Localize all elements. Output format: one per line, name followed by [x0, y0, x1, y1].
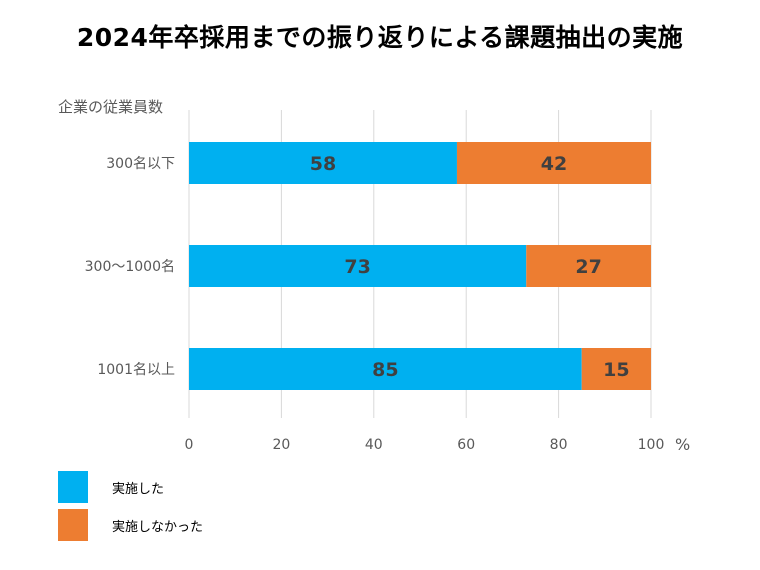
- x-tick-label: 80: [550, 437, 568, 453]
- category-label: 300〜1000名: [85, 259, 175, 275]
- bar-segment: [189, 245, 527, 287]
- category-label: 1001名以上: [97, 362, 175, 378]
- x-tick-label: 0: [185, 437, 194, 453]
- data-label: 58: [310, 153, 336, 175]
- x-tick-label: 20: [272, 437, 290, 453]
- data-label: 27: [575, 256, 601, 278]
- bar-segment: [581, 348, 651, 390]
- data-label: 42: [541, 153, 567, 175]
- x-tick-label: 40: [365, 437, 383, 453]
- chart-title: 2024年卒採用までの振り返りによる課題抽出の実施: [76, 23, 684, 52]
- bar-segment: [526, 245, 651, 287]
- x-tick-label: 100: [638, 437, 665, 453]
- x-unit-label: %: [675, 435, 690, 454]
- data-label: 73: [344, 256, 370, 278]
- bar-segment: [189, 142, 457, 184]
- bars: 58 42 73 27 85 15: [189, 142, 651, 390]
- data-label: 15: [603, 359, 629, 381]
- bar-segment: [189, 348, 582, 390]
- legend-item-implemented: 実施した: [58, 470, 203, 504]
- bar-segment: [456, 142, 651, 184]
- legend-swatch-not-implemented: [58, 509, 88, 541]
- legend-item-not-implemented: 実施しなかった: [58, 508, 203, 542]
- data-label: 85: [372, 359, 398, 381]
- category-label: 300名以下: [106, 156, 175, 172]
- x-axis-ticks: 0 20 40 60 80 100%: [185, 435, 691, 454]
- legend-label-not-implemented: 実施しなかった: [112, 519, 204, 535]
- category-labels: 300名以下 300〜1000名 1001名以上: [85, 156, 175, 378]
- legend-swatch-implemented: [58, 471, 88, 503]
- category-axis-title: 企業の従業員数: [58, 98, 164, 116]
- legend: 実施した 実施しなかった: [58, 470, 203, 546]
- legend-label-implemented: 実施した: [112, 481, 165, 497]
- x-tick-label: 60: [457, 437, 475, 453]
